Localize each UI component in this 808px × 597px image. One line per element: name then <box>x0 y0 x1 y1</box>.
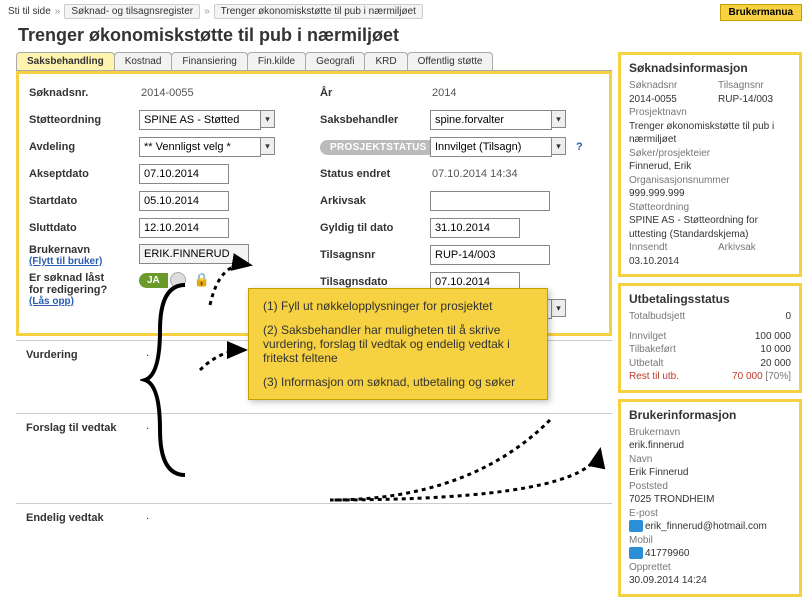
akseptdato-label: Akseptdato <box>29 168 139 180</box>
soknadsnr-value: 2014-0055 <box>139 87 194 99</box>
chevron-down-icon[interactable]: ▾ <box>261 137 275 155</box>
arkivsak-input[interactable] <box>430 191 550 211</box>
tilsagnsnr-label: Tilsagnsnr <box>320 249 430 261</box>
flytt-til-bruker-link[interactable]: (Flytt til bruker) <box>29 256 139 267</box>
stotteordning-select[interactable] <box>139 110 261 130</box>
endelig-section: Endelig vedtak . <box>16 503 612 576</box>
form-panel: Søknadsnr. 2014-0055 Støtteordning ▾ Avd… <box>16 71 612 336</box>
arkivsak-label: Arkivsak <box>320 195 430 207</box>
forslag-label: Forslag til vedtak <box>26 420 146 497</box>
prosjektstatus-pill: PROSJEKTSTATUS <box>320 140 437 155</box>
tilsagnsdato-label: Tilsagnsdato <box>320 276 430 288</box>
saksbehandler-label: Saksbehandler <box>320 114 430 126</box>
vurdering-text[interactable]: . <box>146 347 612 407</box>
brukernavn-label: Brukernavn (Flytt til bruker) <box>29 244 139 267</box>
chevron-down-icon[interactable]: ▾ <box>552 137 566 155</box>
status-endret-label: Status endret <box>320 168 430 180</box>
akseptdato-input[interactable] <box>139 164 229 184</box>
chevron-down-icon[interactable]: ▾ <box>261 110 275 128</box>
tab-bar: Saksbehandling Kostnad Finansiering Fin.… <box>16 52 612 71</box>
tab-saksbehandling[interactable]: Saksbehandling <box>16 52 115 70</box>
soknadsinfo-title: Søknadsinformasjon <box>629 61 791 75</box>
gyldig-input[interactable] <box>430 218 520 238</box>
tab-krd[interactable]: KRD <box>364 52 407 70</box>
lock-toggle[interactable]: JA <box>139 272 186 288</box>
status-endret-value: 07.10.2014 14:34 <box>430 168 518 180</box>
breadcrumb-item-register[interactable]: Søknad- og tilsagnsregister <box>64 4 200 19</box>
vurdering-label: Vurdering <box>26 347 146 407</box>
help-icon[interactable]: ? <box>576 141 583 153</box>
utbetaling-box: Utbetalingsstatus Totalbudsjett0 Innvilg… <box>618 283 802 393</box>
tilsagnsnr-input[interactable] <box>430 245 550 265</box>
phone-icon <box>629 547 643 559</box>
forslag-section: Forslag til vedtak . <box>16 413 612 503</box>
breadcrumb-item-current[interactable]: Trenger økonomiskstøtte til pub i nærmil… <box>214 4 423 19</box>
soknadsnr-label: Søknadsnr. <box>29 87 139 99</box>
chevron-down-icon[interactable]: ▾ <box>552 110 566 128</box>
stotteordning-label: Støtteordning <box>29 114 139 126</box>
endelig-text[interactable]: . <box>146 510 612 570</box>
endelig-label: Endelig vedtak <box>26 510 146 570</box>
ar-value: 2014 <box>430 87 456 99</box>
page-title: Trenger økonomiskstøtte til pub i nærmil… <box>18 25 800 46</box>
vurdering-section: Vurdering . <box>16 340 612 413</box>
tab-offentlig[interactable]: Offentlig støtte <box>407 52 494 70</box>
ar-label: År <box>320 87 430 99</box>
tab-kostnad[interactable]: Kostnad <box>114 52 173 70</box>
gyldig-label: Gyldig til dato <box>320 222 430 234</box>
startdato-label: Startdato <box>29 195 139 207</box>
sluttdato-input[interactable] <box>139 218 229 238</box>
brukernavn-input[interactable] <box>139 244 249 264</box>
tab-finkilde[interactable]: Fin.kilde <box>247 52 306 70</box>
brukerinfo-box: Brukerinformasjon Brukernavnerik.finneru… <box>618 399 802 597</box>
saksbehandler-select[interactable] <box>430 110 552 130</box>
breadcrumb: Sti til side » Søknad- og tilsagnsregist… <box>0 0 808 23</box>
tilsagnsdato-input[interactable] <box>430 272 520 292</box>
las-opp-link[interactable]: (Lås opp) <box>29 296 139 307</box>
soknadsinfo-box: Søknadsinformasjon Søknadsnr2014-0055 Ti… <box>618 52 802 277</box>
avdeling-label: Avdeling <box>29 141 139 153</box>
tab-geografi[interactable]: Geografi <box>305 52 365 70</box>
breadcrumb-sep-icon: » <box>204 6 210 17</box>
chevron-down-icon[interactable]: ▾ <box>552 299 566 317</box>
prosjektstatus-select[interactable] <box>430 137 552 157</box>
utbetaling-title: Utbetalingsstatus <box>629 292 791 306</box>
vedtakstype-label: Vedtakstype <box>320 303 430 315</box>
brukerinfo-title: Brukerinformasjon <box>629 408 791 422</box>
breadcrumb-root: Sti til side <box>8 6 51 17</box>
sluttdato-label: Sluttdato <box>29 222 139 234</box>
avdeling-select[interactable] <box>139 137 261 157</box>
startdato-input[interactable] <box>139 191 229 211</box>
breadcrumb-sep-icon: » <box>55 6 61 17</box>
tab-finansiering[interactable]: Finansiering <box>171 52 247 70</box>
email-icon <box>629 520 643 532</box>
lock-icon: 🔒 <box>194 272 210 288</box>
vedtakstype-select[interactable] <box>430 299 552 319</box>
user-manual-button[interactable]: Brukermanua <box>720 4 802 21</box>
forslag-text[interactable]: . <box>146 420 612 497</box>
lock-label: Er søknad låst for redigering? (Lås opp) <box>29 272 139 307</box>
